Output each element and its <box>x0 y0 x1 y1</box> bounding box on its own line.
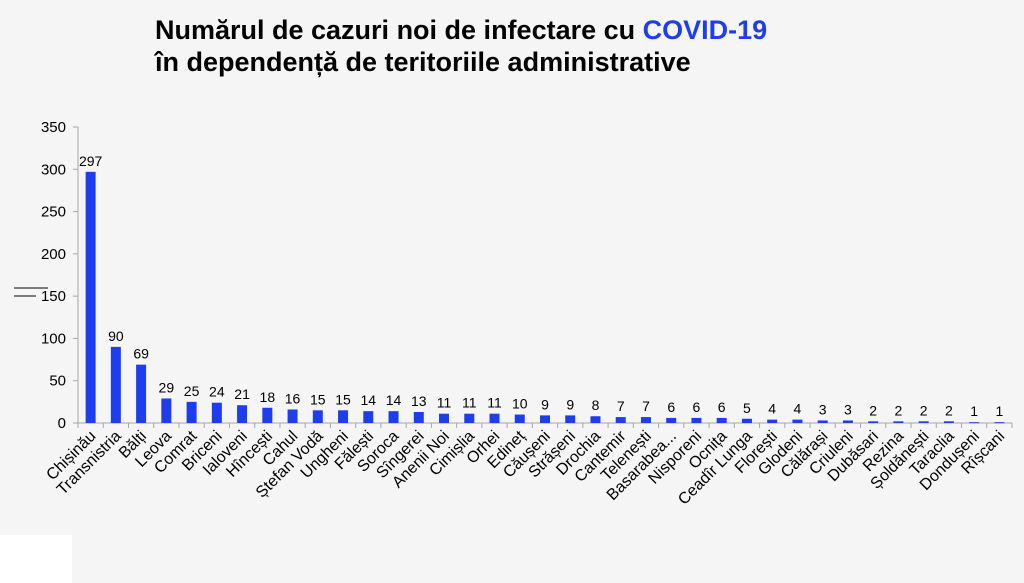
bar <box>893 421 904 423</box>
data-label: 1 <box>995 403 1003 419</box>
data-label: 14 <box>386 392 402 408</box>
data-label: 2 <box>920 402 928 418</box>
title-accent: COVID-19 <box>642 15 768 45</box>
bar <box>590 416 601 423</box>
y-tick-label: 250 <box>41 204 66 221</box>
bar <box>842 420 853 423</box>
bar <box>186 401 197 423</box>
bar <box>767 419 778 423</box>
bar <box>514 414 525 423</box>
data-label: 297 <box>79 153 103 169</box>
data-label: 29 <box>159 379 175 395</box>
bar <box>817 420 828 423</box>
bar <box>691 417 702 423</box>
data-label: 10 <box>512 396 528 412</box>
bar <box>615 417 626 423</box>
data-label: 6 <box>718 399 726 415</box>
y-tick-label: 300 <box>41 161 66 178</box>
bar <box>565 415 576 423</box>
chart-title-line-2: în dependență de teritoriile administrat… <box>155 47 691 77</box>
data-label: 15 <box>310 391 326 407</box>
y-tick-label: 150 <box>41 288 66 305</box>
bar <box>918 421 929 423</box>
bar <box>969 422 980 424</box>
bar <box>943 421 954 423</box>
title-text: Numărul de cazuri noi de infectare cu <box>155 15 643 45</box>
data-label: 7 <box>642 398 650 414</box>
data-label: 2 <box>895 402 903 418</box>
data-label: 6 <box>667 399 675 415</box>
data-label: 1 <box>970 403 978 419</box>
bar <box>338 410 349 423</box>
bar <box>262 407 273 423</box>
bar <box>439 413 450 423</box>
data-label: 2 <box>869 402 877 418</box>
bar <box>666 417 677 423</box>
bar <box>489 413 500 423</box>
data-label: 3 <box>844 401 852 417</box>
chart-title-line-1: Numărul de cazuri noi de infectare cu CO… <box>155 14 767 46</box>
bar <box>110 346 121 423</box>
data-label: 4 <box>794 401 802 417</box>
bar <box>640 417 651 423</box>
y-tick-label: 0 <box>58 415 66 432</box>
y-tick-label: 100 <box>41 330 66 347</box>
bar <box>136 364 147 423</box>
data-label: 16 <box>285 390 301 406</box>
data-label: 13 <box>411 393 427 409</box>
data-label: 24 <box>209 384 225 400</box>
data-label: 6 <box>693 399 701 415</box>
data-label: 25 <box>184 383 200 399</box>
bar <box>287 409 298 423</box>
bar <box>464 413 475 423</box>
data-label: 18 <box>260 389 276 405</box>
bar <box>994 422 1005 424</box>
data-label: 69 <box>133 346 149 362</box>
data-label: 14 <box>361 392 377 408</box>
bar <box>161 398 172 423</box>
bar <box>363 411 374 423</box>
bar <box>85 171 96 423</box>
data-label: 8 <box>592 397 600 413</box>
data-label: 3 <box>819 401 827 417</box>
data-label: 9 <box>566 396 574 412</box>
bar <box>716 417 727 423</box>
data-label: 5 <box>743 400 751 416</box>
bar <box>868 421 879 423</box>
data-label: 7 <box>617 398 625 414</box>
data-label: 21 <box>234 386 250 402</box>
data-label: 4 <box>768 401 776 417</box>
data-label: 9 <box>541 396 549 412</box>
y-tick-label: 200 <box>41 246 66 263</box>
bar <box>413 412 424 423</box>
bar <box>388 411 399 423</box>
data-label: 2 <box>945 402 953 418</box>
bar <box>211 402 222 423</box>
bar <box>741 418 752 423</box>
data-label: 90 <box>108 328 124 344</box>
y-tick-label: 350 <box>41 119 66 136</box>
bar <box>540 415 550 423</box>
data-label: 11 <box>462 395 477 411</box>
bar <box>237 405 248 423</box>
data-label: 11 <box>487 395 502 411</box>
bar <box>312 410 323 423</box>
bar <box>792 419 803 423</box>
y-tick-label: 50 <box>49 373 66 390</box>
data-label: 11 <box>437 395 452 411</box>
chart-title: Numărul de cazuri noi de infectare cu CO… <box>155 14 767 78</box>
blank-corner <box>0 535 72 583</box>
data-label: 15 <box>335 391 351 407</box>
